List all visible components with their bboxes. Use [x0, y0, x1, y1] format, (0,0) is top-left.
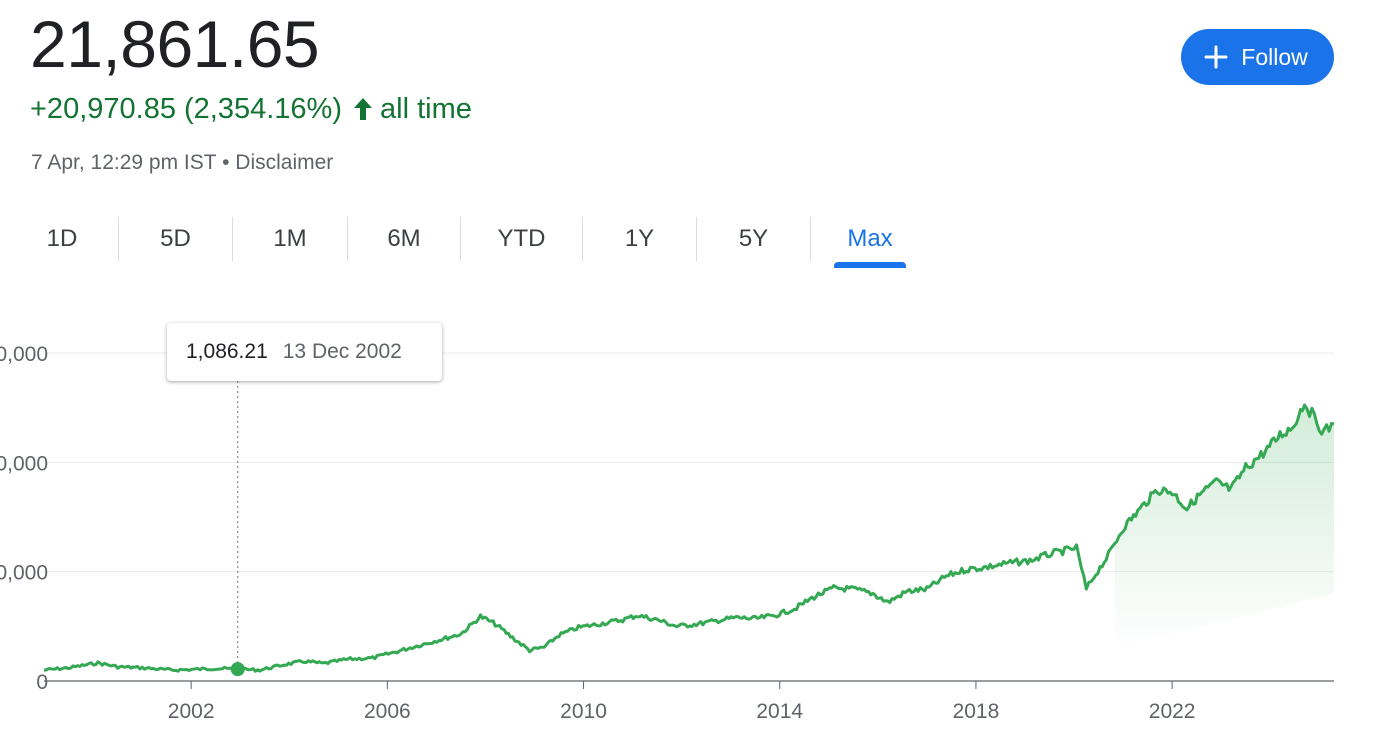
chart-tooltip: 1,086.21 13 Dec 2002: [167, 323, 442, 381]
tab-divider: [347, 217, 348, 261]
tab-divider: [460, 217, 461, 261]
tab-divider: [810, 217, 811, 261]
current-price: 21,861.65: [30, 7, 320, 81]
quote-meta: 7 Apr, 12:29 pm IST • Disclaimer: [31, 150, 333, 176]
follow-button-label: Follow: [1241, 43, 1308, 70]
tab-divider: [232, 217, 233, 261]
x-tick-label: 2014: [756, 700, 803, 723]
tab-active-indicator: [834, 262, 906, 268]
price-change-value: +20,970.85 (2,354.16%): [30, 93, 342, 125]
y-tick-label: 20,000: [0, 452, 48, 475]
y-tick-label: 30,000: [0, 343, 48, 366]
tab-divider: [582, 217, 583, 261]
area-fill: [1114, 405, 1334, 649]
tab-ytd[interactable]: YTD: [497, 225, 546, 252]
tooltip-date: 13 Dec 2002: [282, 340, 402, 363]
price-change-period: all time: [380, 93, 472, 125]
x-tick-label: 2022: [1149, 700, 1196, 723]
series-line: [44, 403, 1335, 673]
x-tick-label: 2002: [168, 700, 215, 723]
plus-icon: [1203, 44, 1229, 70]
price-chart[interactable]: 0 10,000 20,000 30,000 2002 2006 2010 2014 2018 2…: [0, 300, 1394, 734]
meta-separator: •: [222, 151, 230, 174]
follow-button[interactable]: Follow: [1181, 29, 1334, 85]
tab-1y[interactable]: 1Y: [624, 225, 655, 252]
quote-timestamp: 7 Apr, 12:29 pm IST: [31, 151, 217, 174]
tab-1m[interactable]: 1M: [273, 225, 307, 252]
tab-5d[interactable]: 5D: [160, 225, 191, 252]
tab-divider: [696, 217, 697, 261]
disclaimer-link[interactable]: Disclaimer: [235, 151, 334, 174]
tab-1d[interactable]: 1D: [46, 225, 78, 252]
tab-6m[interactable]: 6M: [387, 225, 421, 252]
tab-max[interactable]: Max: [847, 225, 893, 252]
tab-divider: [118, 217, 119, 261]
y-tick-label: 0: [36, 671, 48, 694]
tooltip-value: 1,086.21: [186, 340, 268, 363]
y-tick-label: 10,000: [0, 562, 48, 585]
price-change: +20,970.85 (2,354.16%) all time: [30, 90, 472, 128]
x-tick-label: 2010: [560, 700, 607, 723]
x-tick-label: 2018: [953, 700, 1000, 723]
tab-5y[interactable]: 5Y: [738, 225, 769, 252]
x-tick-label: 2006: [364, 700, 411, 723]
arrow-up-icon: [350, 94, 376, 124]
hover-point: [230, 662, 245, 677]
